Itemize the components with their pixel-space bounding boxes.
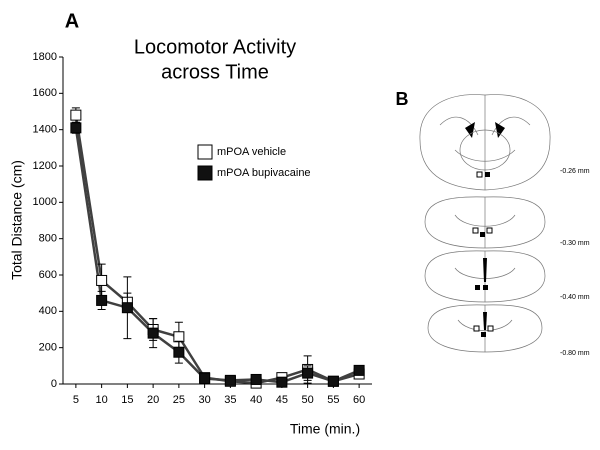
x-tick-label: 20 <box>147 394 159 406</box>
brain-section <box>424 196 546 249</box>
x-tick-label: 15 <box>121 394 133 406</box>
x-tick-label: 40 <box>250 394 262 406</box>
brain-section <box>424 250 546 303</box>
brain-section <box>427 304 543 353</box>
y-tick-label: 1000 <box>33 196 57 208</box>
y-tick-label: 1600 <box>33 87 57 99</box>
y-tick-label: 800 <box>39 233 57 245</box>
y-tick-label: 600 <box>39 269 57 281</box>
marker <box>224 374 236 386</box>
x-tick-label: 30 <box>199 394 211 406</box>
marker <box>96 294 108 306</box>
x-tick-label: 10 <box>96 394 108 406</box>
section-label: -0.30 mm <box>560 240 590 247</box>
x-tick-label: 5 <box>73 394 79 406</box>
y-axis-label: Total Distance (cm) <box>9 160 25 280</box>
chart-title: Locomotor Activity <box>134 36 296 58</box>
y-tick-label: 1200 <box>33 160 57 172</box>
marker <box>121 302 133 314</box>
marker <box>250 373 262 385</box>
x-axis-label: Time (min.) <box>290 421 360 437</box>
panel-label: B <box>396 89 409 109</box>
brain-section <box>419 94 551 191</box>
x-tick-label: 55 <box>327 394 339 406</box>
marker <box>199 373 211 385</box>
x-tick-label: 35 <box>224 394 236 406</box>
marker <box>70 122 82 134</box>
x-tick-label: 60 <box>353 394 365 406</box>
marker <box>173 331 185 343</box>
marker <box>70 109 82 121</box>
marker <box>302 367 314 379</box>
marker <box>96 274 108 286</box>
marker <box>147 327 159 339</box>
marker <box>327 375 339 387</box>
y-tick-label: 1800 <box>33 51 57 63</box>
y-tick-label: 400 <box>39 305 57 317</box>
section-label: -0.26 mm <box>560 168 590 175</box>
x-tick-label: 45 <box>276 394 288 406</box>
legend-label: mPOA vehicle <box>217 146 286 158</box>
x-tick-label: 50 <box>302 394 314 406</box>
legend-swatch <box>197 144 213 160</box>
section-label: -0.80 mm <box>560 350 590 357</box>
y-tick-label: 0 <box>51 378 57 390</box>
legend-label: mPOA bupivacaine <box>217 167 311 179</box>
y-tick-label: 200 <box>39 342 57 354</box>
marker <box>173 346 185 358</box>
panel-b: B -0.26 mm -0.30 mm -0.40 mm -0.80 mm <box>396 89 590 357</box>
panel-label: A <box>65 10 79 32</box>
marker <box>353 364 365 376</box>
legend-swatch <box>197 165 213 181</box>
section-label: -0.40 mm <box>560 294 590 301</box>
x-tick-label: 25 <box>173 394 185 406</box>
chart-title: across Time <box>161 61 269 83</box>
marker <box>276 376 288 388</box>
y-tick-label: 1400 <box>33 124 57 136</box>
